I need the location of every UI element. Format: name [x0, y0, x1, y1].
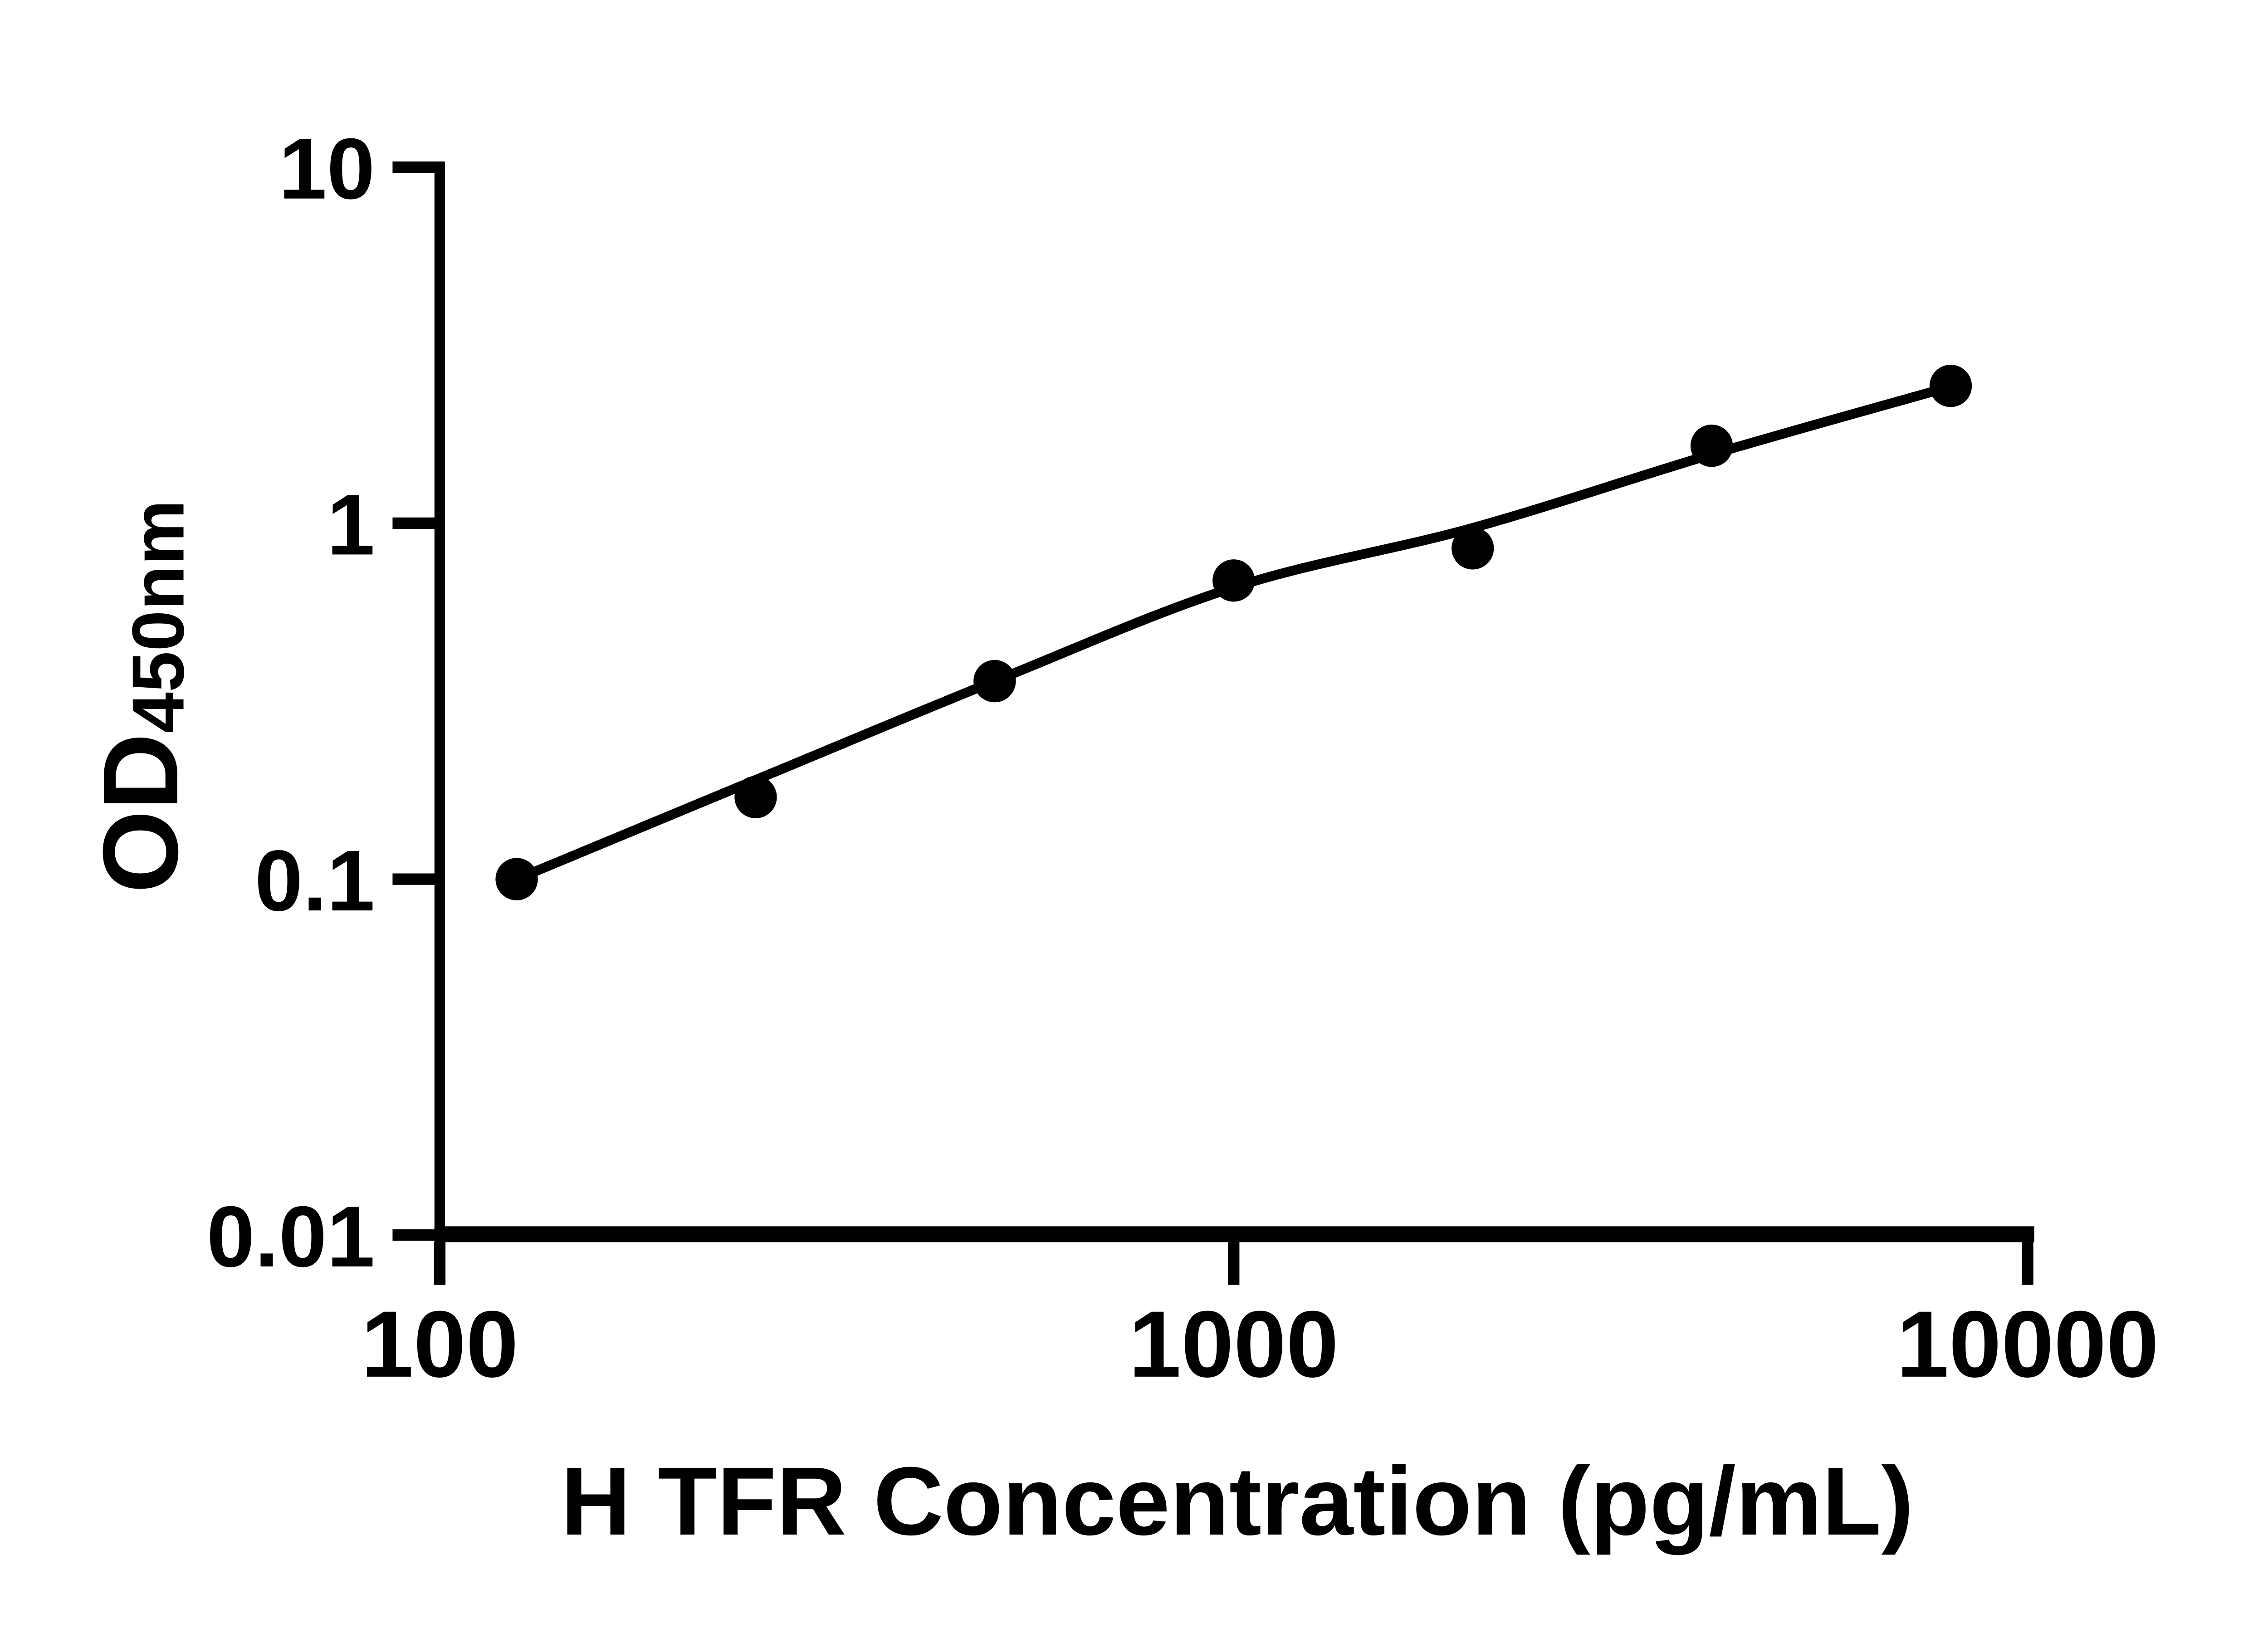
data-point: [1452, 527, 1494, 570]
data-point: [1690, 425, 1733, 467]
data-point: [734, 776, 777, 818]
y-axis: 10 1 0.1 0.01: [207, 121, 445, 1285]
y-tick-label: 1: [327, 476, 375, 573]
x-tick-label: 100: [361, 1292, 518, 1397]
x-tick-label: 10000: [1897, 1292, 2159, 1397]
y-tick-label: 0.01: [207, 1188, 375, 1285]
data-point: [973, 660, 1016, 703]
y-axis-title: OD450nm: [81, 500, 200, 893]
y-axis-title-subscript: 450nm: [117, 500, 200, 733]
y-axis-title-main: OD: [81, 733, 200, 893]
x-tick-label: 1000: [1129, 1292, 1339, 1397]
x-ticks: [434, 1242, 2033, 1285]
fit-curve: [512, 381, 1956, 884]
x-axis-title: H TFR Concentration (pg/mL): [561, 1447, 1913, 1555]
y-tick-label: 0.1: [255, 832, 375, 929]
data-points: [495, 365, 1972, 900]
y-tick-label: 10: [279, 121, 375, 217]
data-point: [1929, 365, 1972, 407]
data-point: [495, 858, 538, 900]
x-axis: 100 1000 10000: [361, 1226, 2159, 1397]
y-tick-labels: 10 1 0.1 0.01: [207, 121, 375, 1285]
data-point: [1212, 559, 1255, 602]
x-tick-labels: 100 1000 10000: [361, 1292, 2159, 1397]
